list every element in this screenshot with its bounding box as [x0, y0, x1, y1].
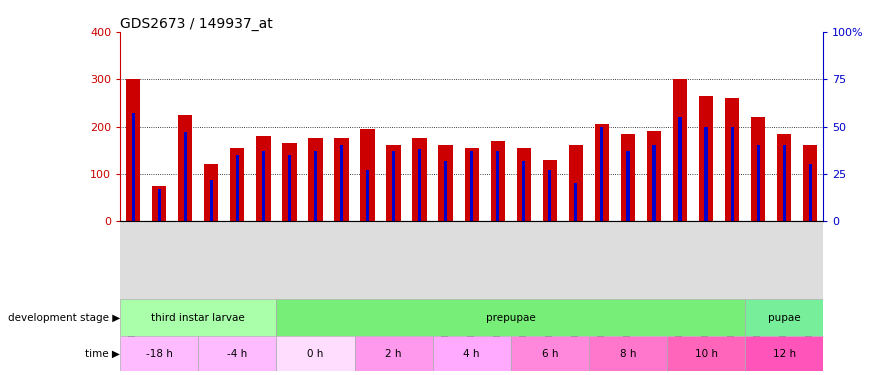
Bar [745, 299, 823, 336]
Bar [543, 160, 557, 221]
Bar [236, 155, 239, 221]
Text: 2 h: 2 h [385, 349, 401, 358]
Bar [282, 143, 296, 221]
Bar [158, 189, 161, 221]
Bar [470, 151, 473, 221]
Bar [595, 124, 609, 221]
Bar [132, 113, 134, 221]
Bar [178, 115, 192, 221]
Bar [705, 126, 708, 221]
Bar [589, 336, 667, 371]
Bar [231, 148, 245, 221]
Bar [287, 155, 291, 221]
Bar [678, 117, 682, 221]
Text: 10 h: 10 h [694, 349, 717, 358]
Bar [548, 170, 552, 221]
Bar [745, 336, 823, 371]
Text: 12 h: 12 h [773, 349, 796, 358]
Bar [756, 146, 760, 221]
Bar [198, 336, 277, 371]
Bar [204, 164, 218, 221]
Text: -18 h: -18 h [146, 349, 173, 358]
Bar [152, 186, 166, 221]
Bar [621, 134, 635, 221]
Bar [574, 183, 578, 221]
Bar [366, 170, 369, 221]
Bar [673, 79, 687, 221]
Bar [627, 151, 629, 221]
Text: 8 h: 8 h [619, 349, 636, 358]
Text: third instar larvae: third instar larvae [151, 312, 245, 322]
Bar [490, 141, 505, 221]
Text: GDS2673 / 149937_at: GDS2673 / 149937_at [120, 17, 273, 31]
Bar [360, 129, 375, 221]
Text: 0 h: 0 h [307, 349, 324, 358]
Bar [277, 336, 354, 371]
Bar [782, 146, 786, 221]
Bar [809, 164, 812, 221]
Bar [308, 138, 322, 221]
Bar [647, 131, 661, 221]
Bar [751, 117, 765, 221]
Text: 4 h: 4 h [464, 349, 480, 358]
Text: pupae: pupae [768, 312, 800, 322]
Bar [439, 146, 453, 221]
Bar [340, 146, 343, 221]
Bar [803, 146, 817, 221]
Bar [354, 336, 433, 371]
Text: prepupae: prepupae [486, 312, 536, 322]
Bar [465, 148, 479, 221]
Bar [699, 96, 713, 221]
Bar [652, 146, 656, 221]
Bar [120, 336, 198, 371]
Bar [412, 138, 427, 221]
Bar [335, 138, 349, 221]
Bar [522, 160, 525, 221]
Bar [126, 79, 141, 221]
Bar [210, 180, 213, 221]
Bar [392, 151, 395, 221]
Bar [511, 336, 589, 371]
Bar [731, 126, 733, 221]
Bar [569, 146, 583, 221]
Bar [496, 151, 499, 221]
Bar [444, 160, 448, 221]
Text: -4 h: -4 h [227, 349, 247, 358]
Bar [386, 146, 400, 221]
Bar [725, 98, 740, 221]
Bar [433, 336, 511, 371]
Bar [418, 149, 421, 221]
Bar [277, 299, 745, 336]
Text: time ▶: time ▶ [85, 349, 120, 358]
Bar [601, 126, 603, 221]
Bar [314, 151, 317, 221]
Text: 6 h: 6 h [542, 349, 558, 358]
Text: development stage ▶: development stage ▶ [8, 312, 120, 322]
Bar [183, 132, 187, 221]
Bar [777, 134, 791, 221]
Bar [516, 148, 531, 221]
Bar [262, 151, 265, 221]
Bar [667, 336, 745, 371]
Bar [120, 299, 277, 336]
Bar [256, 136, 271, 221]
